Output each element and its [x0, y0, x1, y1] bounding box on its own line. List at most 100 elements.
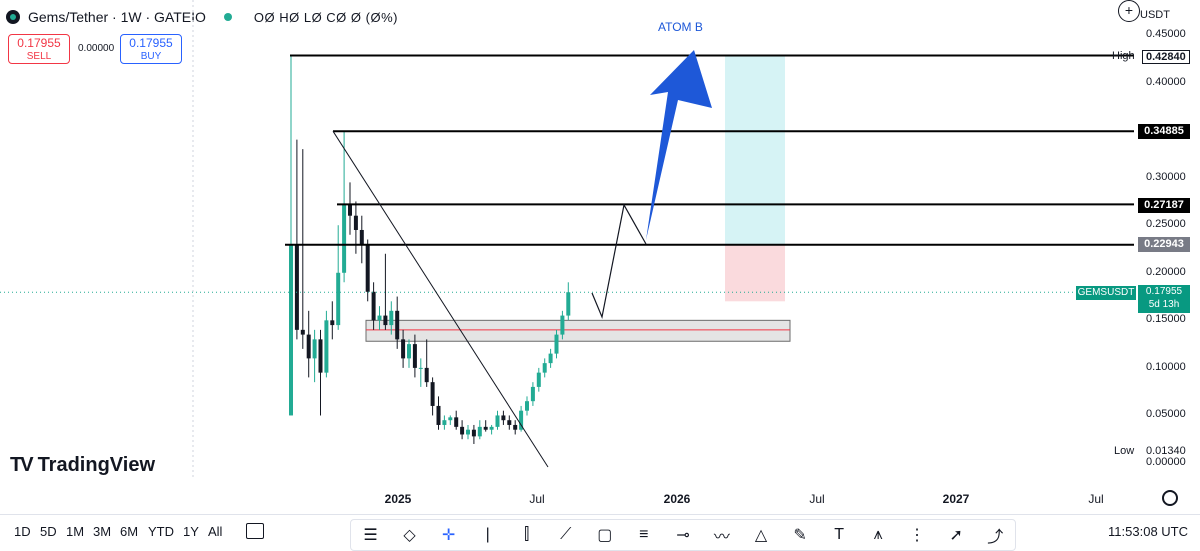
crosshair-icon[interactable]: ✛ [441, 527, 456, 544]
candle-body [312, 339, 317, 359]
fib-icon[interactable]: ⋮ [909, 527, 926, 544]
candle-body [501, 415, 506, 421]
y-tick-label: 0.40000 [1146, 75, 1186, 88]
tradingview-logo: TV TradingView [10, 454, 155, 477]
ohlc-readout: OØ HØ LØ CØ Ø (Ø%) [253, 9, 398, 25]
candle-body [407, 344, 411, 359]
candle-body [436, 405, 441, 425]
x-tick-label: 2025 [384, 492, 412, 506]
y-tick-label: 0.05000 [1146, 408, 1186, 421]
arrow-icon[interactable]: ➚ [949, 527, 963, 544]
path-icon[interactable]: ⤴ [987, 529, 1004, 546]
chart-header: Gems/Tether · 1W · GATEIO OØ HØ LØ CØ Ø … [6, 6, 398, 28]
level-label-2: 0.27187 [1138, 198, 1190, 213]
candle-body [560, 315, 565, 335]
candle-body [477, 426, 482, 437]
candle-body [353, 215, 358, 230]
brush-icon[interactable]: ✎ [793, 527, 807, 544]
ellipse-icon[interactable]: ◇ [403, 527, 416, 544]
candle-body [401, 339, 406, 359]
vertical-line-icon[interactable]: | [485, 526, 490, 543]
candle-body [318, 339, 323, 373]
candle-body [530, 386, 535, 402]
timeframe-1y[interactable]: 1Y [183, 524, 199, 539]
buy-button[interactable]: 0.17955 BUY [120, 34, 182, 64]
y-tick-label: 0.20000 [1146, 265, 1186, 278]
gear-icon[interactable] [1162, 490, 1178, 506]
y-tick-label: 0.45000 [1146, 28, 1186, 40]
trend-line-icon[interactable]: ⟋ [560, 526, 572, 543]
candle-body [554, 334, 559, 354]
candle-body [454, 417, 459, 427]
candle-body [489, 426, 494, 430]
bottom-toolbar: 1D 5D 1M 3M 6M YTD 1Y All ☰ ◇ ✛ | ⫿ ⟋ ▢ … [0, 514, 1200, 551]
timeframe-1d[interactable]: 1D [14, 524, 31, 539]
add-symbol-icon[interactable]: + [1118, 0, 1140, 22]
candle-body [324, 320, 329, 373]
high-label: High [1112, 50, 1135, 62]
projection-path [591, 203, 647, 320]
last-price-tag: 0.17955 5d 13h [1138, 285, 1190, 313]
x-tick-label: Jul [809, 492, 825, 506]
utc-clock: 11:53:08 UTC [1108, 524, 1188, 539]
x-tick-label: Jul [1088, 492, 1104, 506]
sell-price: 0.17955 [17, 36, 61, 50]
symbol-title[interactable]: Gems/Tether · 1W · GATEIO [28, 9, 206, 25]
candle-body [483, 426, 488, 430]
calendar-icon[interactable] [246, 523, 264, 539]
market-status-icon [223, 13, 232, 21]
y-tick-label: 0.15000 [1146, 313, 1186, 326]
candle-body [330, 320, 335, 326]
candle-body [395, 310, 400, 340]
annotation-atom-b[interactable]: ATOM B [658, 20, 703, 34]
candle-body [365, 244, 370, 292]
candle-body [300, 329, 305, 335]
ray-icon[interactable]: ⊸ [676, 527, 690, 544]
candle-body [513, 424, 518, 430]
target-zone [725, 55, 785, 245]
pattern-icon[interactable]: ⩚ [873, 526, 883, 543]
candle-body [471, 429, 476, 437]
candle-body [460, 426, 465, 435]
candle-body [306, 334, 311, 359]
tv-mark-icon: TV [10, 454, 34, 476]
candle-body [424, 367, 429, 383]
timeframe-all[interactable]: All [208, 524, 223, 539]
candle-body [536, 372, 541, 387]
timeframe-1m[interactable]: 1M [66, 524, 85, 539]
drawing-tools: ☰ ◇ ✛ | ⫿ ⟋ ▢ ≡ ⊸ 〰 △ ✎ T ⩚ ⋮ ➚ ⤴ [350, 519, 1016, 551]
text-icon[interactable]: T [834, 526, 844, 543]
symbol-logo-icon [6, 10, 20, 24]
candle-body [418, 367, 423, 369]
candle-body [448, 417, 453, 421]
wave-icon[interactable]: 〰 [713, 529, 730, 546]
candle-body [442, 420, 447, 425]
horizontal-lines-icon[interactable]: ☰ [363, 527, 378, 544]
timeframe-3m[interactable]: 3M [93, 524, 112, 539]
price-chart[interactable] [0, 0, 1200, 510]
currency-selector[interactable]: USDT [1140, 9, 1170, 21]
timeframe-6m[interactable]: 6M [120, 524, 139, 539]
low-label: Low [1114, 445, 1135, 457]
level-label-1: 0.34885 [1138, 124, 1190, 139]
x-tick-label: 2027 [942, 492, 970, 506]
candle-body [542, 363, 547, 373]
level-label-3: 0.22943 [1138, 237, 1190, 252]
timeframe-5d[interactable]: 5D [40, 524, 57, 539]
candles-icon[interactable]: ⫿ [524, 526, 530, 543]
x-tick-label: 2026 [663, 492, 691, 506]
buy-price: 0.17955 [129, 36, 173, 50]
channel-icon[interactable]: ≡ [639, 526, 649, 543]
timeframe-ytd[interactable]: YTD [148, 524, 174, 539]
trend-line [332, 130, 549, 468]
candle-body [519, 410, 524, 430]
sell-button[interactable]: 0.17955 SELL [8, 34, 70, 64]
x-tick-label: Jul [529, 492, 545, 506]
target-arrow [646, 50, 712, 240]
triangle-icon[interactable]: △ [754, 527, 768, 544]
candle-body [294, 244, 299, 330]
candle-body [342, 204, 347, 273]
rectangle-icon[interactable]: ▢ [597, 527, 613, 544]
candle-body [383, 315, 388, 326]
y-tick-label: 0.25000 [1146, 218, 1186, 231]
